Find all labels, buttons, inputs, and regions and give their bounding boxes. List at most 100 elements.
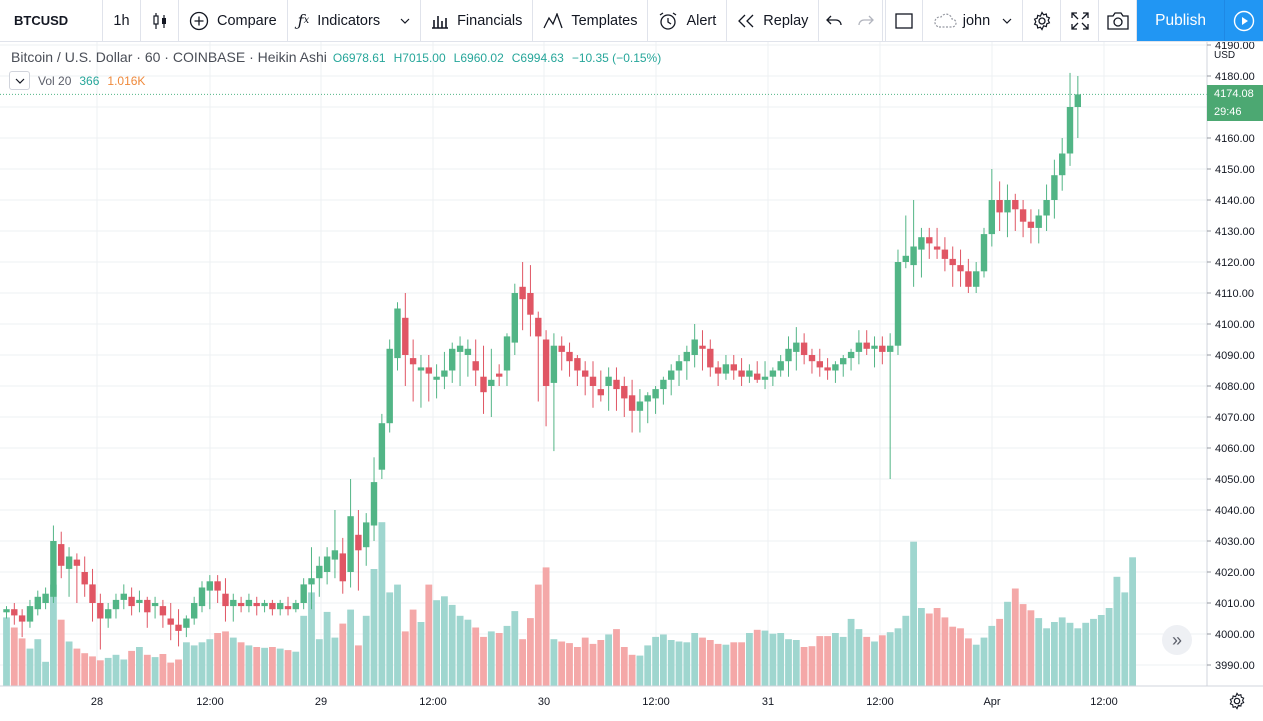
volume-bar — [925, 613, 933, 686]
volume-bar — [613, 629, 620, 686]
alert-button[interactable]: Alert — [648, 0, 728, 41]
candle-body — [707, 348, 714, 368]
replay-button[interactable]: Replay — [727, 0, 820, 41]
chevron-down-icon[interactable] — [400, 18, 410, 24]
volume-bar — [949, 626, 957, 686]
snapshot-button[interactable] — [1099, 0, 1138, 41]
candle-body — [949, 258, 956, 266]
close-value: C6994.63 — [511, 51, 564, 65]
candle — [230, 593, 237, 622]
candle — [941, 237, 949, 272]
series-title: Bitcoin / U.S. Dollar · 60 · COINBASE · … — [11, 49, 327, 65]
layout-button[interactable] — [884, 0, 923, 41]
volume-bar — [699, 637, 706, 686]
volume-bar — [1004, 601, 1011, 686]
volume-bar — [355, 645, 362, 686]
camera-icon — [1107, 11, 1129, 30]
volume-bar — [175, 659, 182, 686]
fullscreen-button[interactable] — [1061, 0, 1100, 41]
candle-body — [824, 367, 831, 371]
y-tick-label: 4050.00 — [1215, 474, 1255, 486]
volume-bar — [151, 657, 159, 686]
candle — [464, 339, 472, 377]
candle — [449, 342, 456, 383]
interval-button[interactable]: 1h — [103, 0, 141, 41]
volume-bar — [706, 640, 714, 686]
candle-body — [417, 367, 425, 371]
candle-body — [683, 351, 690, 362]
undo-button[interactable] — [819, 0, 849, 41]
volume-bar — [394, 584, 401, 686]
redo-button[interactable] — [849, 0, 884, 41]
volume-bar — [660, 634, 667, 686]
volume-bar — [1066, 622, 1074, 686]
compare-button[interactable]: Compare — [179, 0, 288, 41]
collapse-legend-button[interactable] — [9, 71, 30, 90]
candle — [894, 249, 902, 355]
volume-bar — [487, 631, 495, 686]
templates-button[interactable]: Templates — [533, 0, 649, 41]
candle — [245, 593, 253, 613]
candle — [378, 413, 386, 479]
alert-label: Alert — [686, 12, 717, 29]
x-tick-label: 12:00 — [642, 696, 670, 708]
candle-body — [597, 389, 604, 396]
publish-button[interactable]: Publish — [1137, 0, 1225, 41]
candle-body — [402, 317, 409, 355]
scroll-to-realtime-button[interactable]: » — [1162, 625, 1192, 655]
chart-style-button[interactable] — [141, 0, 179, 41]
candle — [722, 355, 730, 380]
candle-body — [253, 603, 260, 607]
y-tick-label: 4090.00 — [1215, 350, 1255, 362]
candle-body — [472, 361, 479, 371]
candle — [511, 283, 518, 355]
settings-button[interactable] — [1023, 0, 1062, 41]
x-tick-label: 12:00 — [419, 696, 447, 708]
candle-body — [441, 370, 448, 377]
y-tick-label: 4030.00 — [1215, 536, 1255, 548]
volume-bar — [746, 633, 753, 686]
candle — [793, 327, 800, 371]
candle-body — [542, 339, 550, 386]
volume-bar — [558, 641, 566, 686]
price-axis[interactable]: 3990.00 4000.00 4010.00 4020.00 4030.00 4040.… — [1207, 42, 1255, 672]
time-axis[interactable]: 28 12:00 29 12:00 30 12:00 31 12:00 Apr 12:00 — [91, 696, 1118, 708]
candle — [683, 345, 690, 380]
candle — [605, 367, 612, 411]
symbol-search-button[interactable]: BTCUSD — [0, 0, 103, 41]
volume-bar — [269, 647, 276, 686]
candle-body — [754, 373, 761, 380]
x-tick-label: 31 — [762, 696, 774, 708]
candle-body — [363, 522, 370, 548]
y-tick-label: 4190.00 — [1215, 42, 1255, 52]
candle — [1004, 184, 1011, 238]
volume-bar — [824, 636, 831, 686]
candle-body — [222, 593, 229, 607]
chart-settings-button[interactable] — [1226, 690, 1248, 712]
candle — [73, 553, 81, 603]
gear-icon — [1032, 10, 1052, 31]
volume-bar — [1027, 610, 1035, 686]
user-layout-button[interactable]: john — [923, 0, 1024, 41]
financials-button[interactable]: Financials — [421, 0, 534, 41]
publish-video-button[interactable] — [1225, 0, 1263, 41]
volume-bar — [566, 643, 573, 686]
candle — [996, 181, 1003, 231]
volume-bar — [378, 522, 386, 686]
volume-bar — [73, 648, 81, 686]
financials-label: Financials — [457, 12, 523, 29]
candle — [800, 333, 808, 365]
price-chart[interactable]: 3990.00 4000.00 4010.00 4020.00 4030.00 4040.… — [0, 42, 1263, 721]
candle-body — [261, 603, 268, 607]
candle-body — [65, 556, 73, 569]
candle-body — [50, 541, 57, 597]
volume-bar — [331, 637, 339, 686]
y-tick-label: 4010.00 — [1215, 598, 1255, 610]
candle-body — [128, 596, 135, 607]
candle-body — [347, 516, 354, 572]
double-chevron-right-icon: » — [1171, 629, 1182, 650]
candle — [675, 355, 683, 386]
candle — [105, 603, 112, 628]
